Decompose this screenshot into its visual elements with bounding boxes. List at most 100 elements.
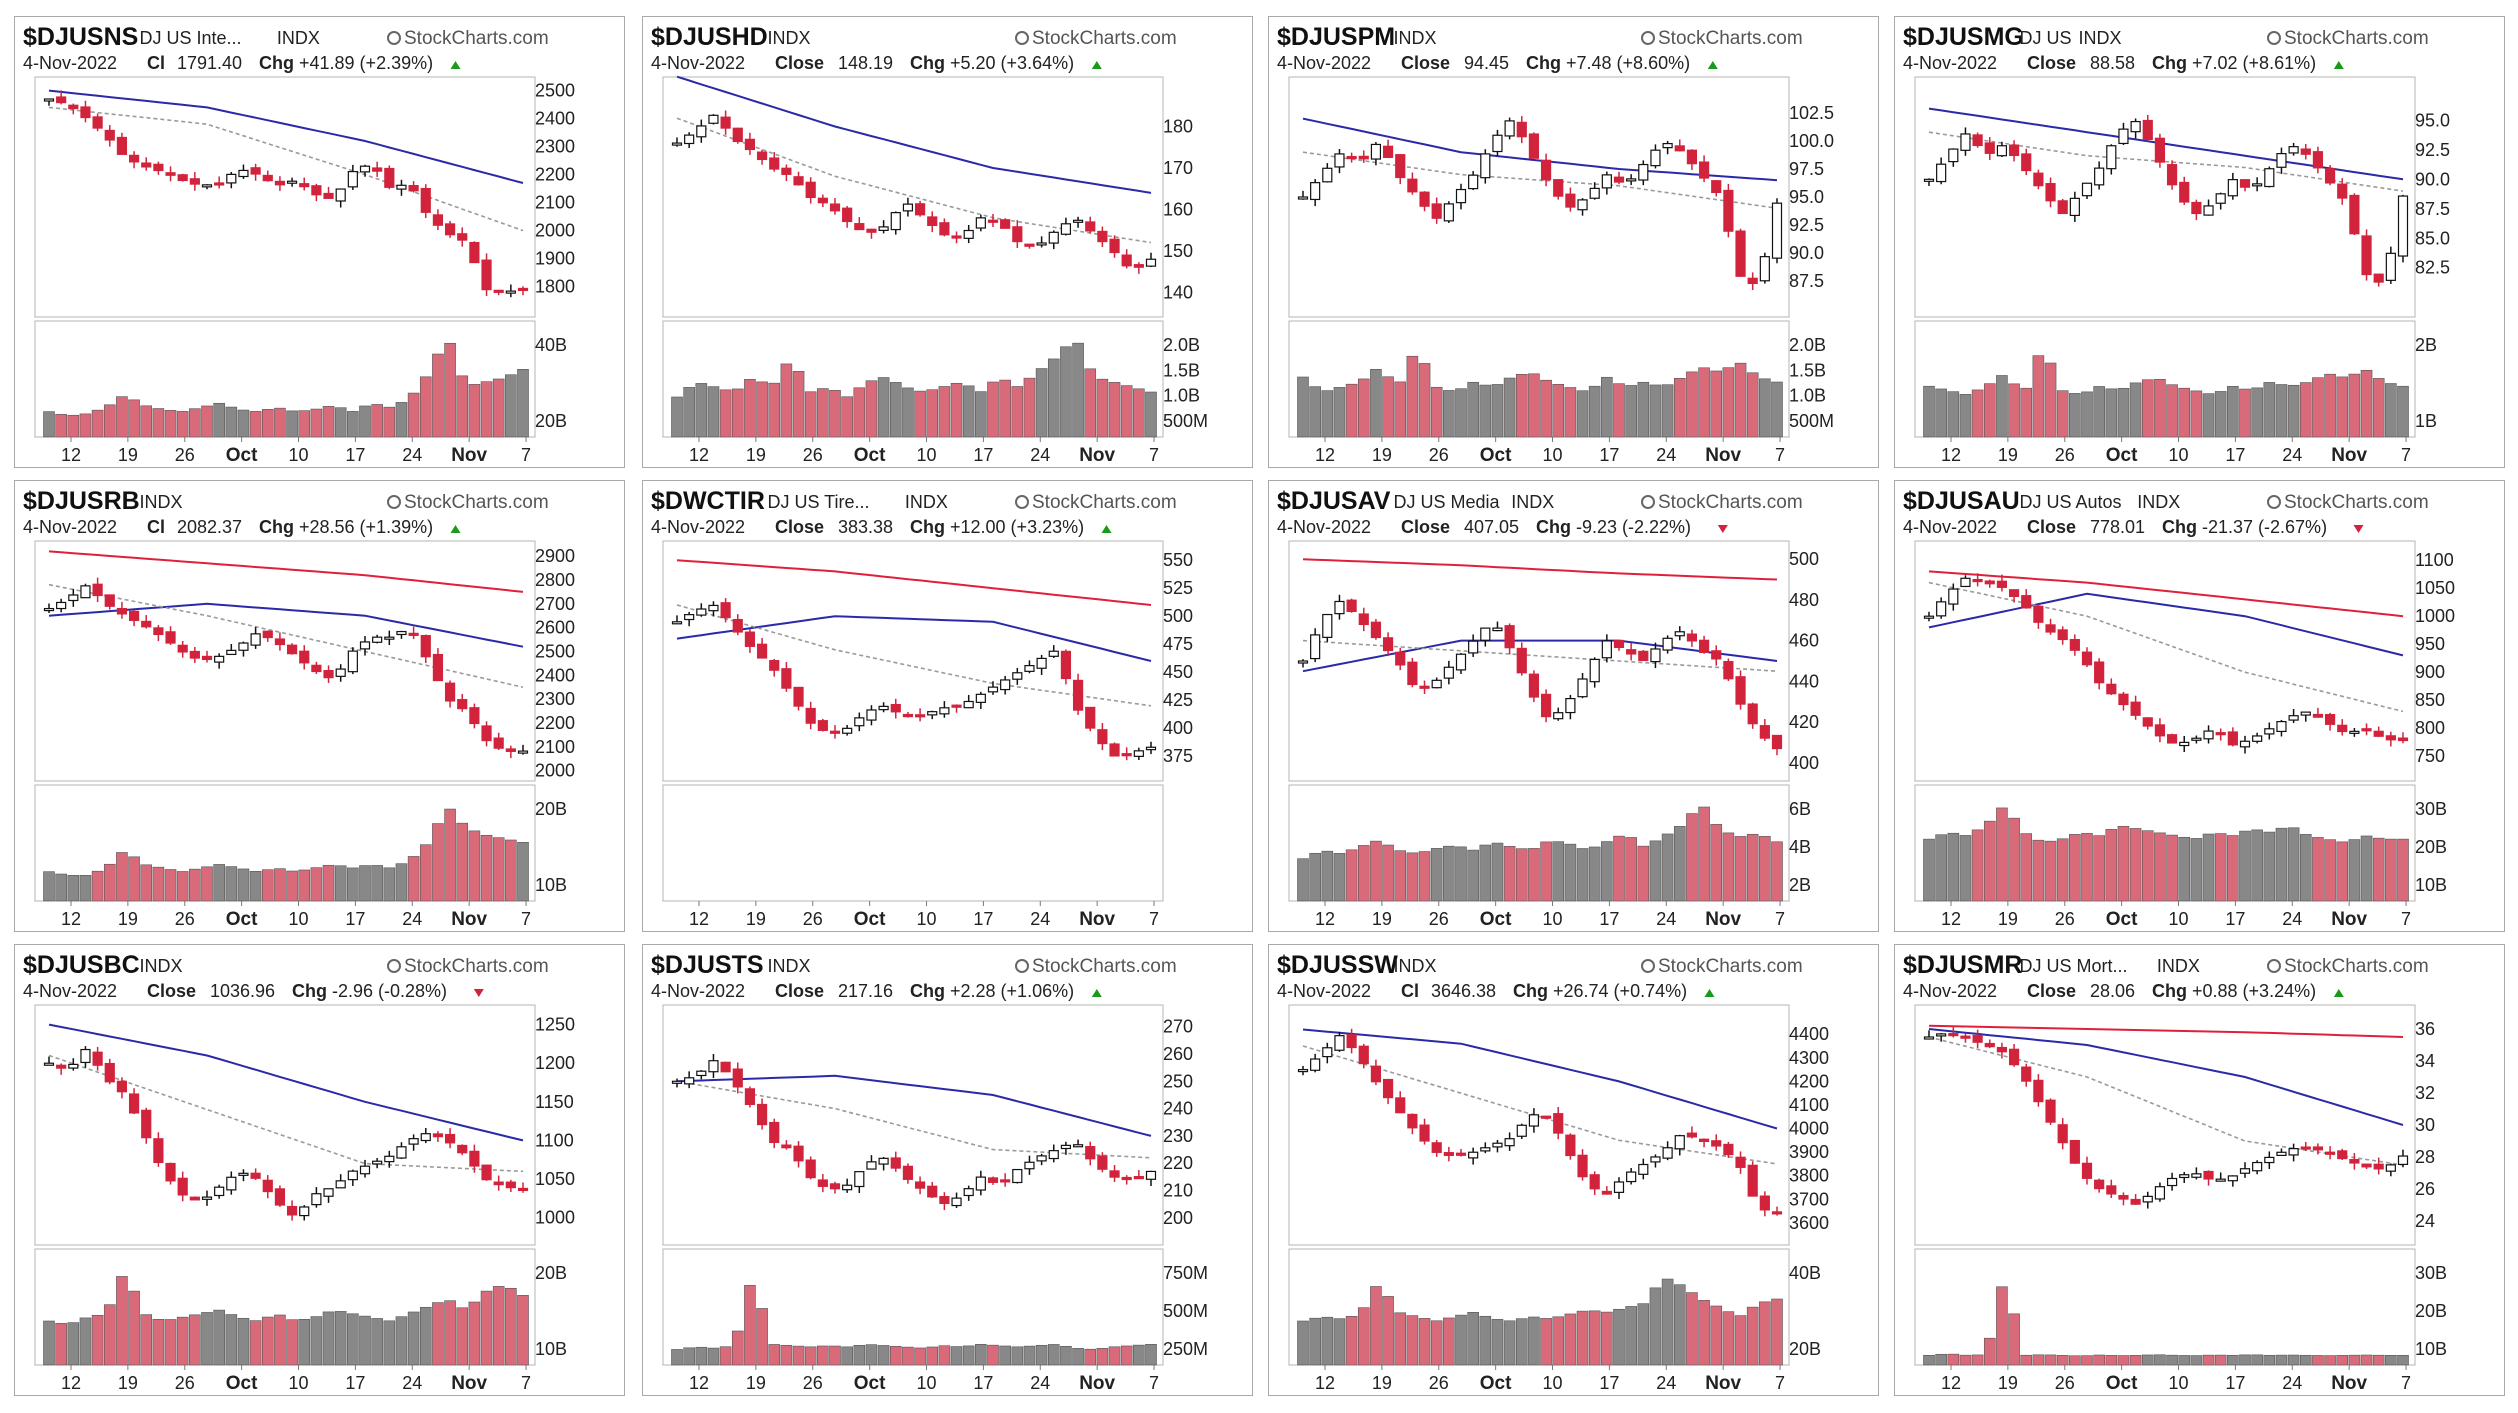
sma200-line: [1302, 558, 1778, 581]
candle-body: [1310, 182, 1321, 201]
volume-bar: [2324, 1355, 2336, 1366]
candle-body: [1686, 149, 1698, 165]
candle-body: [2045, 624, 2056, 633]
volume-bar: [792, 1345, 805, 1366]
candle-body: [214, 182, 225, 186]
chart-symbol: $DJUSSW: [1277, 951, 1398, 979]
volume-bar: [1959, 835, 1972, 902]
x-tick-label: 17: [1599, 445, 1619, 465]
candle-body: [1553, 712, 1564, 720]
candle-body: [1443, 1152, 1454, 1156]
chg-value: +7.48 (+8.60%): [1566, 53, 1690, 73]
x-tick-label: Oct: [2106, 445, 2138, 466]
volume-bar: [2336, 376, 2349, 438]
candle-body: [1516, 121, 1527, 138]
volume-bar: [1333, 1318, 1346, 1366]
y-tick-label: 4400: [1789, 1024, 1829, 1044]
volume-bar: [2141, 830, 2154, 902]
chart-panel-djusmg[interactable]: $DJUSMG DJ US INDX StockCharts.com 4-Nov-202…: [1894, 16, 2505, 468]
down-arrow-icon: [473, 989, 484, 997]
candle-body: [177, 1177, 188, 1196]
volume-bar: [2336, 841, 2349, 902]
chart-panel-djusrb[interactable]: $DJUSRB INDX StockCharts.com 4-Nov-2022 Cl 20…: [14, 480, 625, 932]
y-tick-label: 420: [1789, 712, 1819, 732]
volume-bar: [1455, 388, 1467, 438]
candle-body: [1145, 1170, 1157, 1180]
chart-panel-djusns[interactable]: $DJUSNS DJ US Inte... INDX StockCharts.com 4…: [14, 16, 625, 468]
sma200-line: [1928, 1024, 2404, 1038]
volume-bar: [719, 389, 732, 438]
x-tick-label: 12: [1941, 445, 1961, 465]
candle-body: [1540, 693, 1552, 718]
candle-body: [1395, 154, 1406, 179]
candle-body: [56, 1064, 67, 1069]
x-tick-label: 17: [1599, 1373, 1619, 1393]
candle-body: [2239, 179, 2251, 188]
candle-body: [1996, 1046, 2008, 1053]
volume-pane: [662, 784, 1164, 902]
candle-body: [1771, 202, 1783, 259]
volume-bar: [1418, 1318, 1431, 1366]
stockcharts-logo-icon: [1641, 31, 1655, 45]
candle-body: [2166, 164, 2178, 186]
volume-bar: [274, 868, 286, 902]
chart-panel-dwctir[interactable]: $DWCTIR DJ US Tire... INDX StockCharts.com 4…: [642, 480, 1253, 932]
candle-body: [153, 1138, 164, 1164]
volume-bar: [1418, 851, 1431, 902]
x-tick-label: 7: [521, 1373, 531, 1393]
chart-panel-djussw[interactable]: $DJUSSW INDX StockCharts.com 4-Nov-2022 Cl 36…: [1268, 944, 1879, 1396]
x-tick-label: 10: [1543, 445, 1563, 465]
volume-bar: [975, 391, 987, 438]
ema-line: [48, 1054, 524, 1173]
chart-panel-djusmr[interactable]: $DJUSMR DJ US Mort... INDX StockCharts.com 4…: [1894, 944, 2505, 1396]
candle-body: [323, 669, 334, 679]
volume-bar: [2190, 838, 2203, 902]
chart-panel-djushd[interactable]: $DJUSHD INDX StockCharts.com 4-Nov-2022 Clos…: [642, 16, 1253, 468]
stockcharts-logo-icon: [1641, 959, 1655, 973]
volume-bar: [152, 408, 165, 438]
volume-bar: [55, 1323, 67, 1366]
y-tick-label: 460: [1789, 631, 1819, 651]
volume-bar: [1060, 1345, 1072, 1366]
candle-body: [1601, 1190, 1612, 1195]
candle-body: [842, 727, 853, 734]
chart-symbol: $DJUSMR: [1903, 951, 2022, 979]
candle-body: [1443, 203, 1454, 222]
chart-name: DJ US Media: [1394, 492, 1501, 512]
candle-body: [732, 618, 743, 633]
chart-panel-djusav[interactable]: $DJUSAV DJ US Media INDX StockCharts.com 4-N…: [1268, 480, 1879, 932]
candle-body: [1492, 1142, 1503, 1148]
volume-bar: [492, 378, 505, 438]
candle-body: [396, 1146, 407, 1159]
volume-bar: [1710, 1305, 1723, 1366]
volume-bar: [1673, 826, 1686, 902]
candle-body: [1121, 1176, 1132, 1181]
chart-panel-djusbc[interactable]: $DJUSBC INDX StockCharts.com 4-Nov-2022 Clos…: [14, 944, 625, 1396]
x-tick-label: 12: [689, 445, 709, 465]
chart-panel-djuspm[interactable]: $DJUSPM INDX StockCharts.com 4-Nov-2022 Clos…: [1268, 16, 1879, 468]
volume-bar: [987, 381, 999, 438]
candle-body: [1613, 1181, 1625, 1193]
volume-bar: [719, 1346, 732, 1366]
close-value: 94.45: [1464, 53, 1509, 73]
volume-bar: [1357, 1307, 1370, 1366]
volume-bar: [2372, 1354, 2385, 1366]
candle-body: [2069, 638, 2080, 651]
volume-bar: [1947, 391, 1960, 438]
candle-body: [1097, 729, 1108, 745]
candle-body: [1698, 639, 1710, 653]
volume-bar: [395, 1316, 408, 1366]
candle-body: [311, 185, 322, 196]
candle-body: [975, 1176, 986, 1191]
candle-body: [2008, 589, 2020, 597]
y-tick-label: 160: [1163, 199, 1193, 219]
y-tick-label: 260: [1163, 1044, 1193, 1064]
candle-body: [2106, 145, 2117, 170]
candle-body: [1060, 1144, 1072, 1150]
close-value: 28.06: [2090, 981, 2135, 1001]
candle-body: [2252, 183, 2263, 187]
chart-panel-djusau[interactable]: $DJUSAU DJ US Autos INDX StockCharts.com 4-N…: [1894, 480, 2505, 932]
candle-body: [2203, 205, 2214, 216]
chart-panel-djusts[interactable]: $DJUSTS INDX StockCharts.com 4-Nov-2022 Clos…: [642, 944, 1253, 1396]
volume-bar: [744, 1285, 756, 1366]
